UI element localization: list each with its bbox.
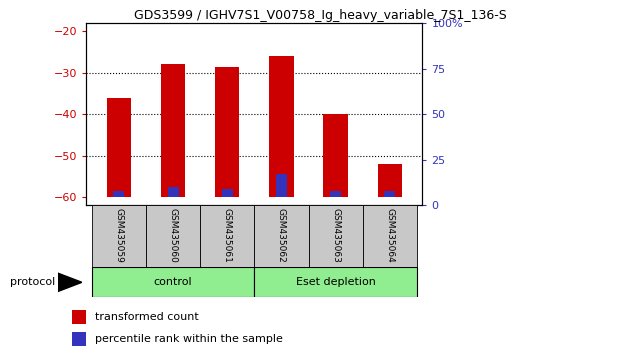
Text: percentile rank within the sample: percentile rank within the sample: [95, 334, 283, 344]
Bar: [308, 205, 363, 267]
Bar: [255, 267, 417, 297]
Text: GSM435063: GSM435063: [331, 209, 340, 263]
Bar: [255, 205, 308, 267]
Text: control: control: [154, 277, 193, 287]
Bar: [161, 64, 186, 197]
Bar: [168, 187, 179, 197]
Text: GSM435064: GSM435064: [385, 209, 394, 263]
Bar: [215, 67, 239, 197]
Bar: [222, 189, 233, 197]
Text: protocol: protocol: [10, 277, 55, 287]
Text: Eset depletion: Eset depletion: [296, 277, 376, 287]
Text: transformed count: transformed count: [95, 312, 198, 322]
Bar: [378, 164, 402, 197]
Polygon shape: [58, 273, 82, 292]
Bar: [146, 205, 200, 267]
Bar: [72, 310, 86, 324]
Bar: [323, 114, 348, 197]
Bar: [276, 174, 287, 197]
Text: GSM435062: GSM435062: [277, 209, 286, 263]
Bar: [363, 205, 417, 267]
Bar: [269, 56, 294, 197]
Bar: [92, 205, 146, 267]
Bar: [385, 191, 396, 197]
Bar: [113, 191, 124, 197]
Bar: [72, 332, 86, 346]
Bar: [92, 267, 255, 297]
Bar: [107, 98, 131, 197]
Text: GSM435060: GSM435060: [168, 209, 178, 263]
Text: GSM435061: GSM435061: [223, 209, 232, 263]
Text: GSM435059: GSM435059: [115, 209, 124, 263]
Bar: [330, 191, 341, 197]
Bar: [200, 205, 255, 267]
Text: GDS3599 / IGHV7S1_V00758_Ig_heavy_variable_7S1_136-S: GDS3599 / IGHV7S1_V00758_Ig_heavy_variab…: [134, 9, 506, 22]
